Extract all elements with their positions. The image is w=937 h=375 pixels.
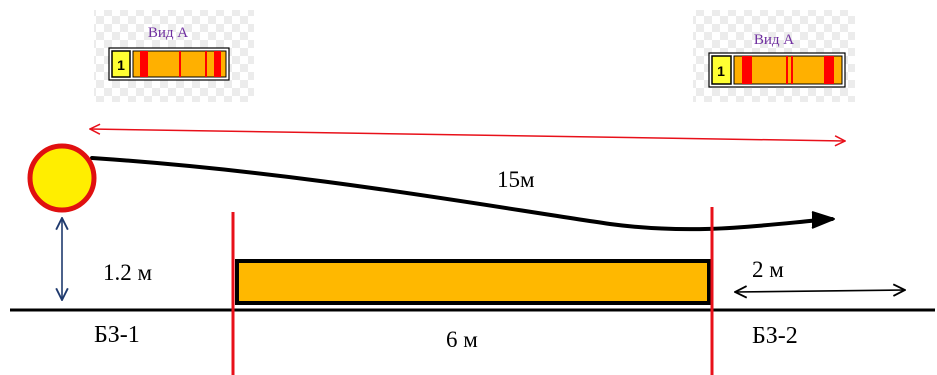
badge-number-box (111, 50, 131, 78)
launch-height-label: 1.2 м (103, 260, 153, 285)
total-distance-arrow (90, 129, 845, 141)
badge-number: 1 (717, 63, 725, 79)
badge-number: 1 (117, 57, 125, 73)
badge-stripe (824, 56, 834, 84)
badge-stripe (742, 56, 752, 84)
view-a-badge-right: Вид А 1 (693, 10, 855, 102)
zone-right-length-label: 2 м (752, 257, 784, 282)
badge-title: Вид А (148, 25, 188, 41)
badge-title: Вид А (754, 32, 794, 48)
ball (27, 143, 97, 213)
view-a-badge-left: Вид А 1 (94, 10, 254, 102)
obstacle-length-label: 6 м (446, 327, 478, 352)
trajectory-curve (90, 156, 834, 232)
zone-length-arrow (735, 290, 905, 292)
total-distance-label: 15м (497, 167, 535, 192)
badge-number-box (711, 55, 732, 85)
badge-stripe (214, 51, 221, 77)
badge-stripe (140, 51, 148, 77)
zone-right-label: БЗ-2 (752, 323, 798, 349)
trajectory-arrowhead (811, 211, 835, 229)
obstacle-bar (235, 259, 711, 305)
zone-left-label: БЗ-1 (94, 322, 140, 348)
